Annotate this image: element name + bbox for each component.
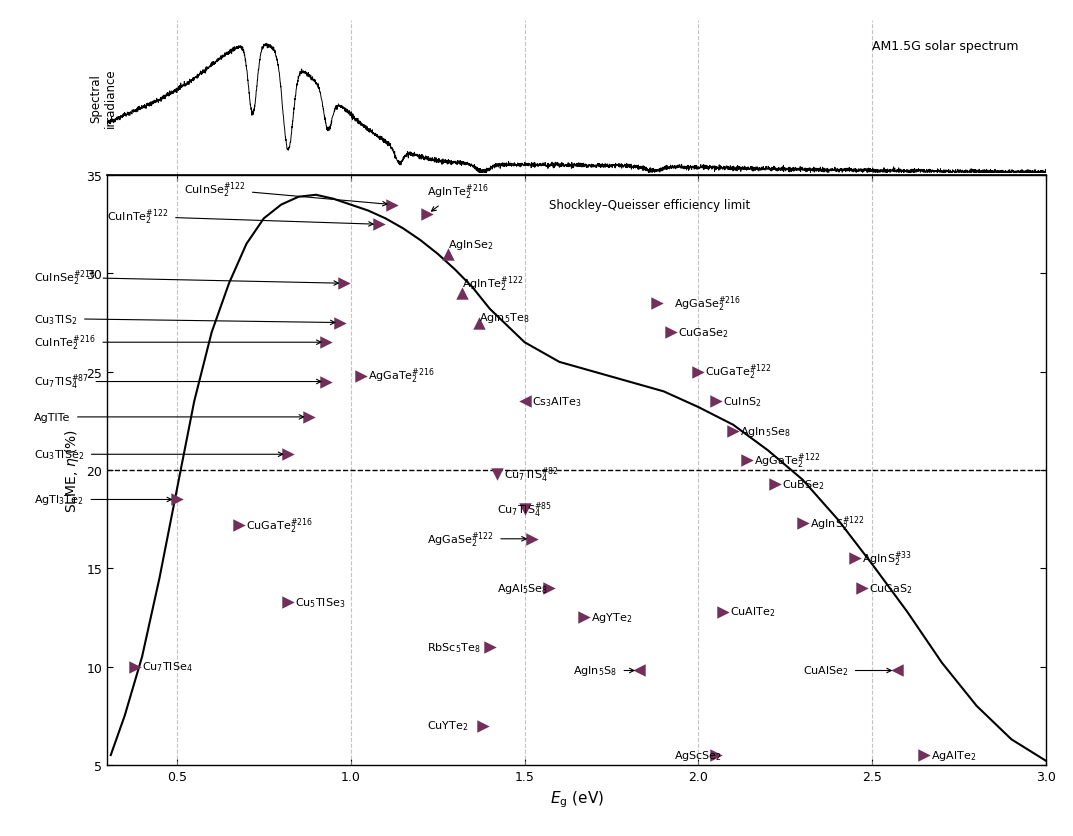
Text: AgYTe$_2$: AgYTe$_2$ bbox=[590, 610, 632, 624]
Point bbox=[794, 517, 811, 530]
Point bbox=[418, 208, 436, 222]
Point bbox=[662, 326, 679, 339]
Point bbox=[724, 425, 741, 438]
Point bbox=[738, 454, 755, 467]
Text: AgGaSe$_2^{\#122}$: AgGaSe$_2^{\#122}$ bbox=[427, 529, 526, 549]
Text: AgGaSe$_2^{\#216}$: AgGaSe$_2^{\#216}$ bbox=[674, 293, 741, 314]
Text: Cu$_7$TlS$_4^{\#85}$: Cu$_7$TlS$_4^{\#85}$ bbox=[497, 500, 552, 519]
Point bbox=[335, 278, 352, 291]
Text: AgTlTe: AgTlTe bbox=[34, 412, 304, 422]
Point bbox=[488, 467, 505, 481]
Point bbox=[280, 595, 297, 609]
Text: Cu$_7$TlS$_4^{\#87}$: Cu$_7$TlS$_4^{\#87}$ bbox=[34, 372, 321, 392]
Point bbox=[715, 605, 732, 619]
Point bbox=[707, 395, 724, 409]
Point bbox=[370, 218, 387, 232]
Text: AgInTe$_2^{\#216}$: AgInTe$_2^{\#216}$ bbox=[427, 181, 489, 212]
Point bbox=[853, 582, 870, 595]
Point bbox=[384, 199, 401, 212]
Point bbox=[318, 336, 335, 349]
Text: Cu$_3$TlS$_2$: Cu$_3$TlS$_2$ bbox=[34, 313, 335, 326]
Text: Cu$_7$TlSe$_4$: Cu$_7$TlSe$_4$ bbox=[142, 660, 193, 674]
Point bbox=[454, 287, 471, 300]
Text: AgInS$_2^{\#122}$: AgInS$_2^{\#122}$ bbox=[810, 513, 865, 533]
Point bbox=[648, 297, 665, 310]
Text: CuAlSe$_2$: CuAlSe$_2$ bbox=[803, 664, 892, 678]
Text: AgInSe$_2$: AgInSe$_2$ bbox=[449, 237, 494, 252]
X-axis label: $E_{\mathrm{g}}$ (eV): $E_{\mathrm{g}}$ (eV) bbox=[549, 788, 604, 809]
Point bbox=[471, 317, 488, 330]
Text: CuAlTe$_2$: CuAlTe$_2$ bbox=[730, 605, 775, 619]
Point bbox=[847, 552, 864, 565]
Text: Cu$_7$TlS$_4^{\#82}$: Cu$_7$TlS$_4^{\#82}$ bbox=[503, 465, 559, 484]
Text: AgInTe$_2^{\#122}$: AgInTe$_2^{\#122}$ bbox=[462, 274, 524, 293]
Text: AgIn$_5$Te$_8$: AgIn$_5$Te$_8$ bbox=[480, 310, 530, 324]
Text: CuYTe$_2$: CuYTe$_2$ bbox=[427, 719, 469, 732]
Text: AgScSe$_2$: AgScSe$_2$ bbox=[674, 748, 722, 762]
Point bbox=[280, 448, 297, 461]
Y-axis label: Spectral
irradiance: Spectral irradiance bbox=[89, 69, 117, 128]
Text: AgAl$_5$Se$_8$: AgAl$_5$Se$_8$ bbox=[497, 581, 548, 595]
Text: Cs$_3$AlTe$_3$: Cs$_3$AlTe$_3$ bbox=[531, 395, 582, 409]
Text: Cu$_5$TlSe$_3$: Cu$_5$TlSe$_3$ bbox=[295, 595, 346, 609]
Point bbox=[888, 664, 906, 677]
Point bbox=[541, 582, 558, 595]
Point bbox=[481, 640, 498, 654]
Point bbox=[516, 395, 533, 409]
Text: CuInS$_2$: CuInS$_2$ bbox=[723, 395, 761, 409]
Text: CuInTe$_2^{\#122}$: CuInTe$_2^{\#122}$ bbox=[107, 207, 373, 227]
Text: AgIn$_5$Se$_8$: AgIn$_5$Se$_8$ bbox=[740, 424, 791, 438]
Point bbox=[690, 365, 707, 379]
Text: CuGaS$_2$: CuGaS$_2$ bbox=[869, 581, 912, 595]
Point bbox=[916, 748, 934, 762]
Point bbox=[353, 370, 370, 383]
Point bbox=[631, 664, 648, 677]
Point bbox=[474, 719, 491, 732]
Text: CuGaTe$_2^{\#122}$: CuGaTe$_2^{\#122}$ bbox=[705, 363, 771, 382]
Text: Shockley–Queisser efficiency limit: Shockley–Queisser efficiency limit bbox=[549, 199, 750, 212]
Point bbox=[523, 533, 540, 546]
Text: Cu$_3$TlSe$_2$: Cu$_3$TlSe$_2$ bbox=[34, 448, 282, 461]
Point bbox=[440, 247, 457, 261]
Point bbox=[707, 748, 724, 762]
Text: AgAlTe$_2$: AgAlTe$_2$ bbox=[931, 748, 976, 762]
Text: AgIn$_5$S$_8$: AgIn$_5$S$_8$ bbox=[573, 664, 634, 678]
Point bbox=[575, 611, 592, 624]
Point bbox=[318, 375, 335, 389]
Point bbox=[168, 493, 186, 507]
Point bbox=[766, 477, 783, 491]
Y-axis label: SLME, $\eta$ (%): SLME, $\eta$ (%) bbox=[63, 428, 80, 512]
Text: CuGaSe$_2$: CuGaSe$_2$ bbox=[677, 326, 727, 340]
Text: AM1.5G solar spectrum: AM1.5G solar spectrum bbox=[871, 39, 1018, 53]
Text: CuInSe$_2^{\#216}$: CuInSe$_2^{\#216}$ bbox=[34, 268, 338, 288]
Text: AgInS$_2^{\#33}$: AgInS$_2^{\#33}$ bbox=[862, 549, 912, 568]
Text: CuBSe$_2$: CuBSe$_2$ bbox=[782, 477, 824, 491]
Text: CuInTe$_2^{\#216}$: CuInTe$_2^{\#216}$ bbox=[34, 333, 321, 353]
Text: CuGaTe$_2^{\#216}$: CuGaTe$_2^{\#216}$ bbox=[247, 516, 313, 535]
Text: RbSc$_5$Te$_8$: RbSc$_5$Te$_8$ bbox=[427, 640, 481, 654]
Point bbox=[300, 410, 318, 424]
Text: AgGaTe$_2^{\#122}$: AgGaTe$_2^{\#122}$ bbox=[754, 451, 821, 471]
Point bbox=[127, 660, 144, 674]
Text: CuInSe$_2^{\#122}$: CuInSe$_2^{\#122}$ bbox=[183, 180, 387, 206]
Point bbox=[332, 317, 349, 330]
Text: AgGaTe$_2^{\#216}$: AgGaTe$_2^{\#216}$ bbox=[368, 366, 435, 386]
Text: AgTl$_3$Te$_2$: AgTl$_3$Te$_2$ bbox=[34, 493, 172, 507]
Point bbox=[516, 503, 533, 517]
Point bbox=[231, 518, 248, 532]
